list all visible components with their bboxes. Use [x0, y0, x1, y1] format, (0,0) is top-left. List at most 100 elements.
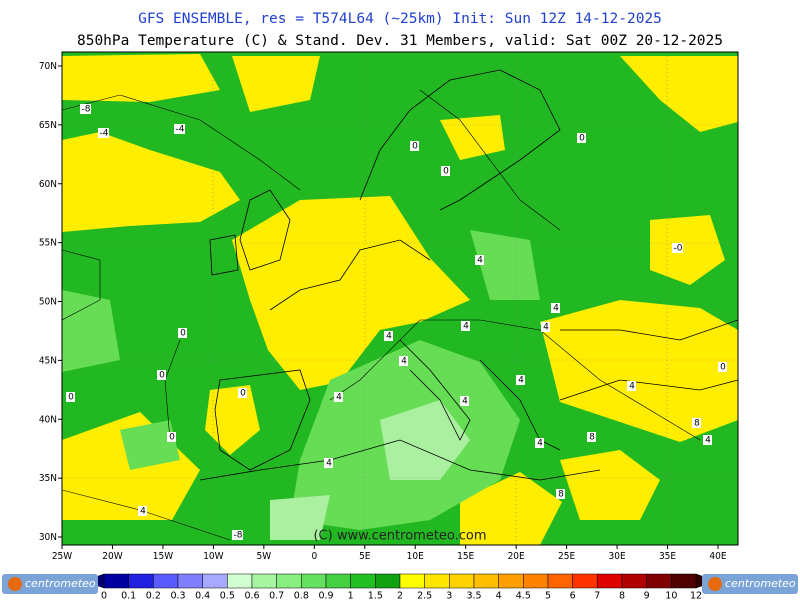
contour-label: 4 [541, 322, 550, 333]
svg-text:8: 8 [558, 490, 564, 500]
colorbar-bin [128, 573, 154, 589]
logo-text: centrometeo [725, 577, 796, 590]
lon-label: 20E [508, 551, 525, 562]
svg-text:0: 0 [579, 134, 585, 144]
colorbar-bin [251, 573, 277, 589]
colorbar-label: 0.4 [195, 591, 210, 600]
colorbar-label: 0 [101, 591, 107, 600]
contour-label: 4 [324, 458, 333, 469]
lat-label: 55N [39, 238, 57, 249]
lon-label: 20W [102, 551, 122, 562]
svg-text:0: 0 [720, 363, 726, 373]
lon-label: 25E [558, 551, 575, 562]
colorbar-label: 1.5 [368, 591, 383, 600]
colorbar-label: 10 [665, 591, 677, 600]
colorbar-label: 0.5 [220, 591, 235, 600]
contour-label: 0 [410, 141, 419, 152]
lon-label: 30E [609, 551, 626, 562]
colorbar-bin [671, 573, 697, 589]
contour-label: -8 [80, 104, 91, 115]
svg-text:0: 0 [68, 393, 74, 403]
colorbar-label: 2 [397, 591, 403, 600]
colorbar-bin [621, 573, 647, 589]
svg-text:4: 4 [401, 357, 407, 367]
svg-text:4: 4 [537, 439, 543, 449]
colorbar-bin [547, 573, 573, 589]
logo-right: centrometeo [702, 574, 798, 594]
colorbar-label: 7 [594, 591, 600, 600]
svg-text:4: 4 [462, 397, 468, 407]
contour-label: 4 [460, 396, 469, 407]
contour-label: -4 [174, 124, 185, 135]
lat-label: 65N [39, 120, 57, 131]
svg-text:4: 4 [140, 507, 146, 517]
svg-text:8: 8 [589, 433, 595, 443]
contour-label: 4 [627, 381, 636, 392]
lat-label: 70N [39, 61, 57, 72]
svg-text:4: 4 [326, 459, 332, 469]
svg-text:0: 0 [443, 167, 449, 177]
svg-text:8: 8 [694, 419, 700, 429]
lon-label: 40E [709, 551, 726, 562]
colorbar-bin [449, 573, 475, 589]
colorbar-bin [202, 573, 228, 589]
svg-text:-4: -4 [100, 129, 109, 139]
lon-label: 0 [311, 551, 317, 562]
svg-text:4: 4 [553, 304, 559, 314]
coastlines [199, 69, 738, 481]
colorbar-label: 6 [570, 591, 576, 600]
svg-text:0: 0 [169, 433, 175, 443]
contour-label: -8 [232, 530, 243, 541]
colorbar-bin [227, 573, 253, 589]
colorbar-label: 0.8 [294, 591, 309, 600]
colorbar-label: 4.5 [516, 591, 531, 600]
colorbar-bin [375, 573, 401, 589]
contour-label: 0 [577, 133, 586, 144]
contour-label: 8 [692, 418, 701, 429]
colorbar-bin [399, 573, 425, 589]
colorbar-label: 0.9 [318, 591, 333, 600]
colorbar-label: 0.1 [121, 591, 136, 600]
copyright: (C) www.centrometeo.com [313, 529, 486, 544]
colorbar-bin [325, 573, 351, 589]
contour-label: 4 [138, 506, 147, 517]
colorbar-bin [646, 573, 672, 589]
yellow-areas [62, 54, 738, 545]
light-green-areas [62, 230, 540, 530]
colorbar-label: 4 [496, 591, 502, 600]
contour-label: -4 [98, 128, 109, 139]
lon-label: 35E [659, 551, 676, 562]
contour-label: 0 [157, 370, 166, 381]
svg-text:-8: -8 [82, 105, 91, 115]
contour-label: 4 [384, 331, 393, 342]
axes: 70N 65N 60N 55N 50N 45N 40N 35N 30N 25W 20W 15W 10W 5… [39, 61, 727, 562]
colorbar-label: 1 [348, 591, 354, 600]
colorbar-bin [498, 573, 524, 589]
colorbar-label: 9 [644, 591, 650, 600]
colorbar-label: 3.5 [466, 591, 481, 600]
svg-text:4: 4 [629, 382, 635, 392]
lat-label: 60N [39, 179, 57, 190]
contour-label: 8 [587, 432, 596, 443]
colorbar-label: 0.6 [244, 591, 259, 600]
colorbar-bin [424, 573, 450, 589]
colorbar-label: 0.3 [170, 591, 185, 600]
contour-label: 4 [703, 435, 712, 446]
contour-label: 4 [461, 321, 470, 332]
colorbar-bin [177, 573, 203, 589]
svg-text:-8: -8 [234, 531, 243, 541]
colorbar: 0 0.1 0.2 0.3 0.4 0.5 0.6 0.7 0.8 0.9 1 1.5 2 2.5 3 3.5… [83, 573, 717, 600]
svg-text:4: 4 [477, 256, 483, 266]
contour-label: 0 [238, 388, 247, 399]
contour-label: 4 [516, 375, 525, 386]
lon-label: 15E [457, 551, 474, 562]
lon-label: 25W [52, 551, 72, 562]
lon-label: 15W [153, 551, 173, 562]
colorbar-bin [103, 573, 129, 589]
lon-label: 5W [257, 551, 272, 562]
svg-text:-0: -0 [674, 244, 683, 254]
contour-label: -0 [672, 243, 683, 254]
colorbar-label: 3 [446, 591, 452, 600]
colorbar-label: 8 [619, 591, 625, 600]
